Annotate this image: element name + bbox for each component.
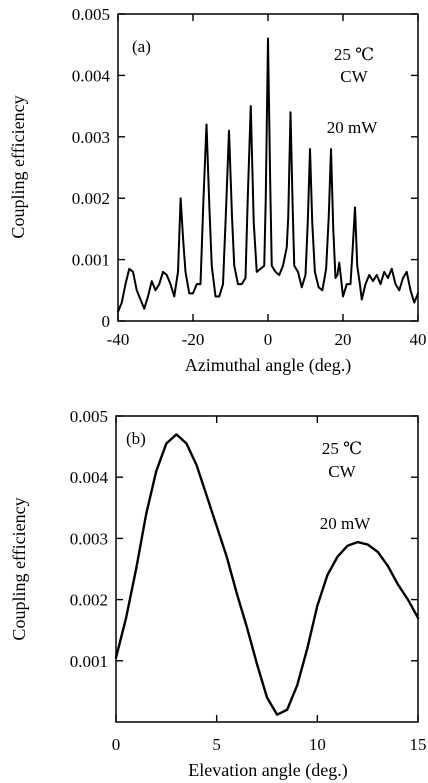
panel-a-power-annotation: 20 mW bbox=[327, 118, 378, 137]
panel-b-x-tick-0: 0 bbox=[112, 735, 121, 754]
panel-b-y-tick-0-004: 0.004 bbox=[70, 468, 109, 487]
panel-a-x-tick-20: 20 bbox=[335, 330, 352, 349]
panel-b-x-tick-15: 15 bbox=[410, 735, 427, 754]
panel-a-y-tick-0-003: 0.003 bbox=[72, 128, 110, 147]
panel-b-y-axis-label: Coupling efficiency bbox=[9, 497, 29, 640]
panel-a-x-axis-label: Azimuthal angle (deg.) bbox=[185, 355, 351, 376]
panel-a-y-tick-0-004: 0.004 bbox=[72, 66, 111, 85]
panel-a-x-tick-40: 40 bbox=[410, 330, 427, 349]
panel-b-y-tick-0-005: 0.005 bbox=[70, 407, 108, 426]
panel-b-x-tick-10: 10 bbox=[309, 735, 326, 754]
panel-b-y-tick-0-002: 0.002 bbox=[70, 591, 108, 610]
panel-a-y-tick-0-005: 0.005 bbox=[72, 5, 110, 24]
panel-a-y-tick-0: 0 bbox=[102, 312, 111, 331]
panel-b-x-axis-label: Elevation angle (deg.) bbox=[188, 760, 347, 781]
panel-a-temperature-annotation: 25 ℃ bbox=[334, 45, 374, 64]
panel-b-mode-annotation: CW bbox=[328, 462, 356, 481]
panel-b-temperature-annotation: 25 ℃ bbox=[322, 439, 362, 458]
panel-b: 0.001 0.002 0.003 0.004 0.005 0 5 10 15 (b) 25 … bbox=[9, 407, 427, 781]
panel-b-frame bbox=[115, 415, 419, 723]
panel-a-x-tick-neg40: -40 bbox=[107, 330, 130, 349]
panel-b-y-tick-0-003: 0.003 bbox=[70, 529, 108, 548]
panel-a-label: (a) bbox=[132, 37, 151, 56]
panel-a-y-axis-label: Coupling efficiency bbox=[8, 95, 28, 238]
panel-b-x-ticks: 0 5 10 15 bbox=[112, 416, 427, 754]
panel-a: 0 0.001 0.002 0.003 0.004 0.005 -40 -20 0 20 40 (… bbox=[8, 5, 427, 376]
panel-b-series-line bbox=[114, 433, 420, 716]
panel-b-power-annotation: 20 mW bbox=[320, 514, 371, 533]
panel-a-y-tick-0-001: 0.001 bbox=[72, 251, 110, 270]
panel-a-series-line bbox=[117, 37, 419, 313]
panel-a-x-ticks: -40 -20 0 20 40 bbox=[107, 14, 427, 349]
panel-b-y-tick-0-001: 0.001 bbox=[70, 652, 108, 671]
panel-b-y-ticks: 0.001 0.002 0.003 0.004 0.005 bbox=[70, 407, 418, 671]
panel-a-x-tick-0: 0 bbox=[264, 330, 273, 349]
panel-a-y-tick-0-002: 0.002 bbox=[72, 189, 110, 208]
panel-a-x-tick-neg20: -20 bbox=[182, 330, 205, 349]
panel-b-x-tick-5: 5 bbox=[212, 735, 221, 754]
panel-a-mode-annotation: CW bbox=[340, 67, 368, 86]
panel-b-label: (b) bbox=[126, 429, 146, 448]
panel-a-y-ticks: 0 0.001 0.002 0.003 0.004 0.005 bbox=[72, 5, 418, 331]
